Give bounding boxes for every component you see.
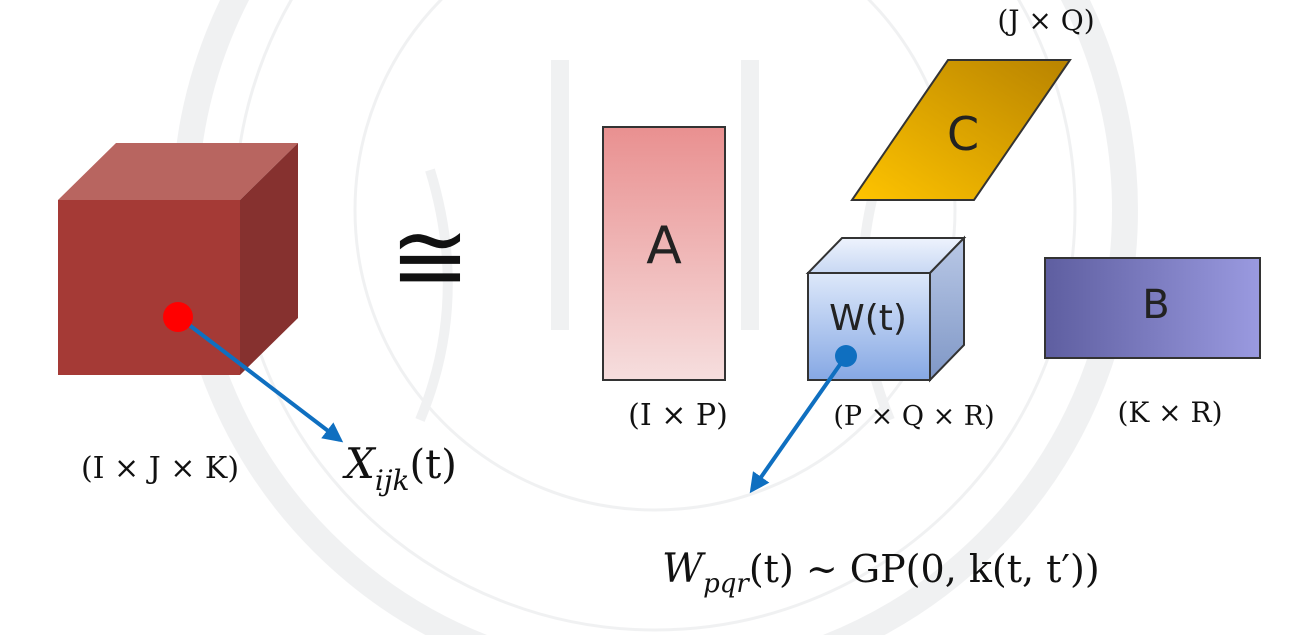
factor-a-letter: A <box>646 216 682 276</box>
factor-c-letter: C <box>947 107 979 161</box>
element-label-sub: ijk <box>375 464 410 497</box>
tensor-x-cube <box>58 143 298 375</box>
element-label-arg: (t) <box>410 442 457 488</box>
gp-prior-formula: Wpqr(t) ∼ GP(0, k(t, t′)) <box>662 546 1100 599</box>
tensor-x-top-face <box>58 143 298 200</box>
factor-b-letter: B <box>1142 282 1169 328</box>
element-dot <box>163 302 193 332</box>
core-element-arrow <box>749 354 848 494</box>
element-label: Xijk(t) <box>342 439 457 497</box>
factor-a-dims-label: (I × P) <box>628 398 728 433</box>
tensor-x-side-face <box>240 143 298 375</box>
gp-prior-lhs-base: W <box>662 546 706 592</box>
gp-prior-lhs-sub: pqr <box>703 569 750 599</box>
core-w-dims-label: (P × Q × R) <box>833 401 994 432</box>
gp-prior-rhs: (t) ∼ GP(0, k(t, t′)) <box>749 547 1100 591</box>
factor-a-rect <box>602 126 726 381</box>
factor-b-dims-label: (K × R) <box>1117 396 1222 429</box>
tensor-x-front-face <box>58 200 240 375</box>
core-w-letter: W(t) <box>829 298 907 339</box>
factor-c: C <box>850 59 1072 201</box>
element-label-base: X <box>342 439 377 488</box>
factor-b-rect <box>1044 257 1261 359</box>
factor-c-dims-label: (J × Q) <box>997 4 1094 37</box>
tensor-dims-label: (I × J × K) <box>81 451 239 486</box>
congruence-symbol: ≅ <box>390 201 470 313</box>
factor-a: A <box>602 126 726 381</box>
factor-c-parallelogram <box>850 59 1072 201</box>
core-tensor-w: W(t) <box>805 235 967 383</box>
core-w-front-face <box>807 272 931 381</box>
factor-b: B <box>1044 257 1261 359</box>
element-arrow <box>178 316 344 443</box>
core-element-dot <box>835 345 857 367</box>
